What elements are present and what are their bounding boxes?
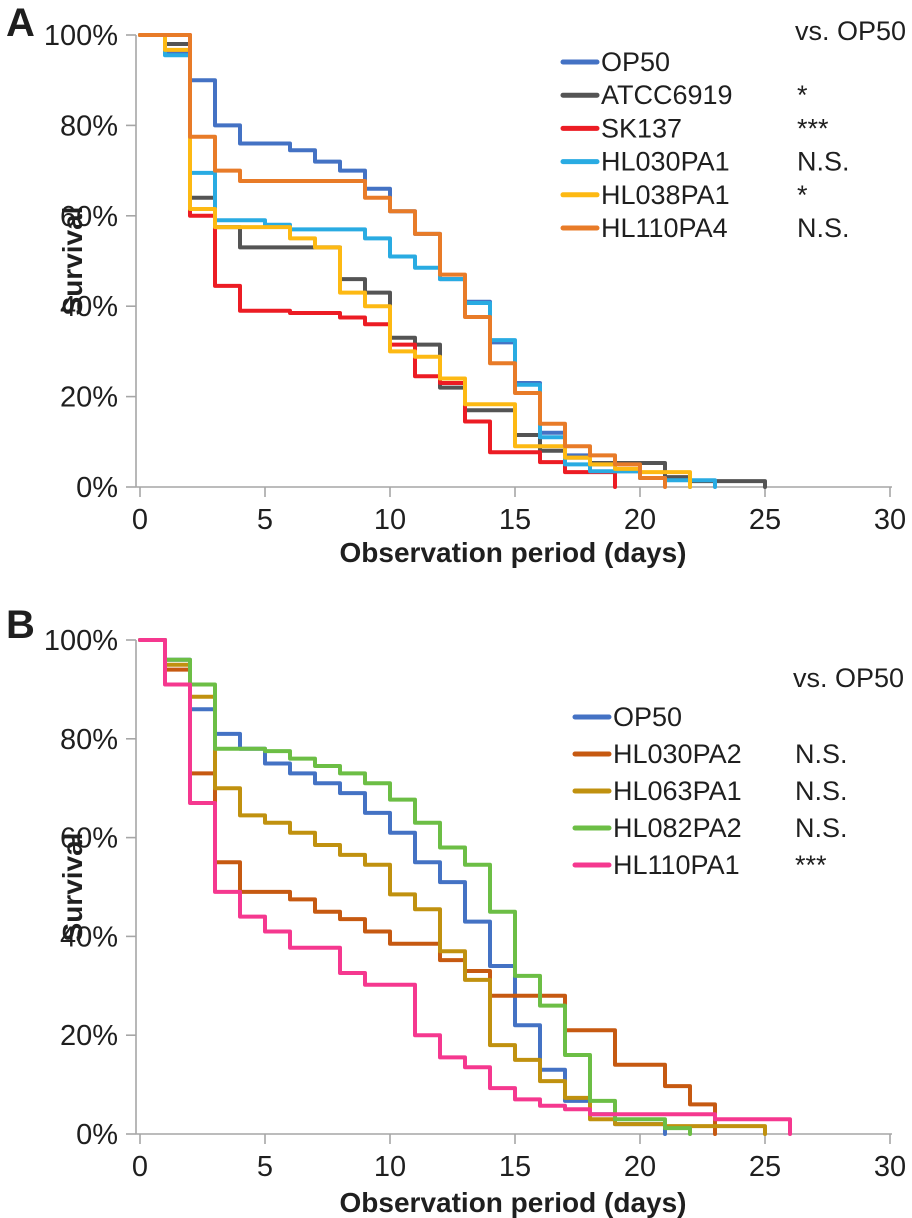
x-tick-label: 25: [749, 1151, 781, 1183]
panel-letter: B: [6, 609, 35, 647]
series-line-hl038pa1: [138, 33, 692, 489]
series-line-op50: [138, 638, 667, 1136]
panel-b: 0% 20% 40% 60% 80% 100% 0 5 10 15 20 25 30 B Survival O…: [0, 609, 912, 1218]
legend-label-sk137: SK137: [601, 113, 682, 143]
legend-label-hl082pa2: HL082PA2: [613, 813, 742, 843]
legend-label-atcc6919: ATCC6919: [601, 80, 733, 110]
significance-label-hl038pa1: *: [797, 180, 808, 210]
x-tick-label: 0: [132, 504, 148, 536]
x-tick-label: 25: [749, 504, 781, 536]
legend-label-hl110pa1: HL110PA1: [613, 850, 740, 880]
x-tick-label: 30: [874, 1151, 906, 1183]
y-tick-label: 100%: [44, 625, 118, 657]
panel-a-chart: 0% 20% 40% 60% 80% 100% 0 5 10 15 20 25 30 A Survival O…: [6, 1, 906, 568]
significance-label-atcc6919: *: [797, 80, 808, 110]
y-tick-label: 40%: [60, 291, 118, 323]
series-line-hl082pa2: [138, 638, 692, 1136]
x-axis-title: Observation period (days): [340, 1187, 687, 1218]
significance-label-hl030pa1: N.S.: [797, 147, 850, 177]
panel-a: 0% 20% 40% 60% 80% 100% 0 5 10 15 20 25 30 A Survival O…: [6, 1, 906, 568]
y-tick-label: 20%: [60, 1020, 118, 1052]
y-tick-label: 80%: [60, 724, 118, 756]
x-tick-label: 15: [499, 1151, 531, 1183]
x-tick-label: 0: [132, 1151, 148, 1183]
x-tick-label: 5: [257, 1151, 273, 1183]
x-tick-label: 5: [257, 504, 273, 536]
legend-label-hl110pa4: HL110PA4: [601, 213, 728, 243]
y-axis-title: Survival: [57, 833, 88, 942]
y-tick-label: 100%: [44, 20, 118, 52]
x-tick-label: 20: [624, 504, 656, 536]
legend-label-hl063pa1: HL063PA1: [613, 776, 742, 806]
significance-label-hl063pa1: N.S.: [795, 776, 848, 806]
significance-label-hl110pa1: ***: [795, 850, 827, 880]
comparison-header: vs. OP50: [795, 16, 906, 46]
legend-label-hl030pa1: HL030PA1: [601, 147, 730, 177]
x-tick-label: 10: [374, 504, 406, 536]
comparison-header: vs. OP50: [793, 663, 904, 693]
x-tick-label: 10: [374, 1151, 406, 1183]
x-axis-title: Observation period (days): [340, 537, 687, 568]
x-tick-label: 20: [624, 1151, 656, 1183]
y-tick-label: 40%: [60, 921, 118, 953]
legend-label-hl030pa2: HL030PA2: [613, 739, 742, 769]
significance-label-hl030pa2: N.S.: [795, 739, 848, 769]
series-line-hl110pa1: [138, 638, 792, 1136]
y-tick-label: 60%: [60, 823, 118, 855]
panel-b-chart: 0% 20% 40% 60% 80% 100% 0 5 10 15 20 25 30 B Survival O…: [6, 609, 906, 1218]
x-tick-label: 15: [499, 504, 531, 536]
legend-label-op50: OP50: [601, 47, 670, 77]
y-tick-label: 0%: [76, 1119, 118, 1151]
series-line-hl110pa4: [138, 33, 667, 489]
legend-label-hl038pa1: HL038PA1: [601, 180, 730, 210]
significance-label-sk137: ***: [797, 113, 829, 143]
y-tick-label: 60%: [60, 201, 118, 233]
y-tick-label: 80%: [60, 110, 118, 142]
panel-letter: A: [6, 1, 35, 45]
y-tick-label: 20%: [60, 382, 118, 414]
y-axis-title: Survival: [57, 207, 88, 316]
significance-label-hl110pa4: N.S.: [797, 213, 850, 243]
legend-label-op50: OP50: [613, 702, 682, 732]
significance-label-hl082pa2: N.S.: [795, 813, 848, 843]
x-tick-label: 30: [874, 504, 906, 536]
y-tick-label: 0%: [76, 472, 118, 504]
series-line-sk137: [138, 33, 617, 489]
